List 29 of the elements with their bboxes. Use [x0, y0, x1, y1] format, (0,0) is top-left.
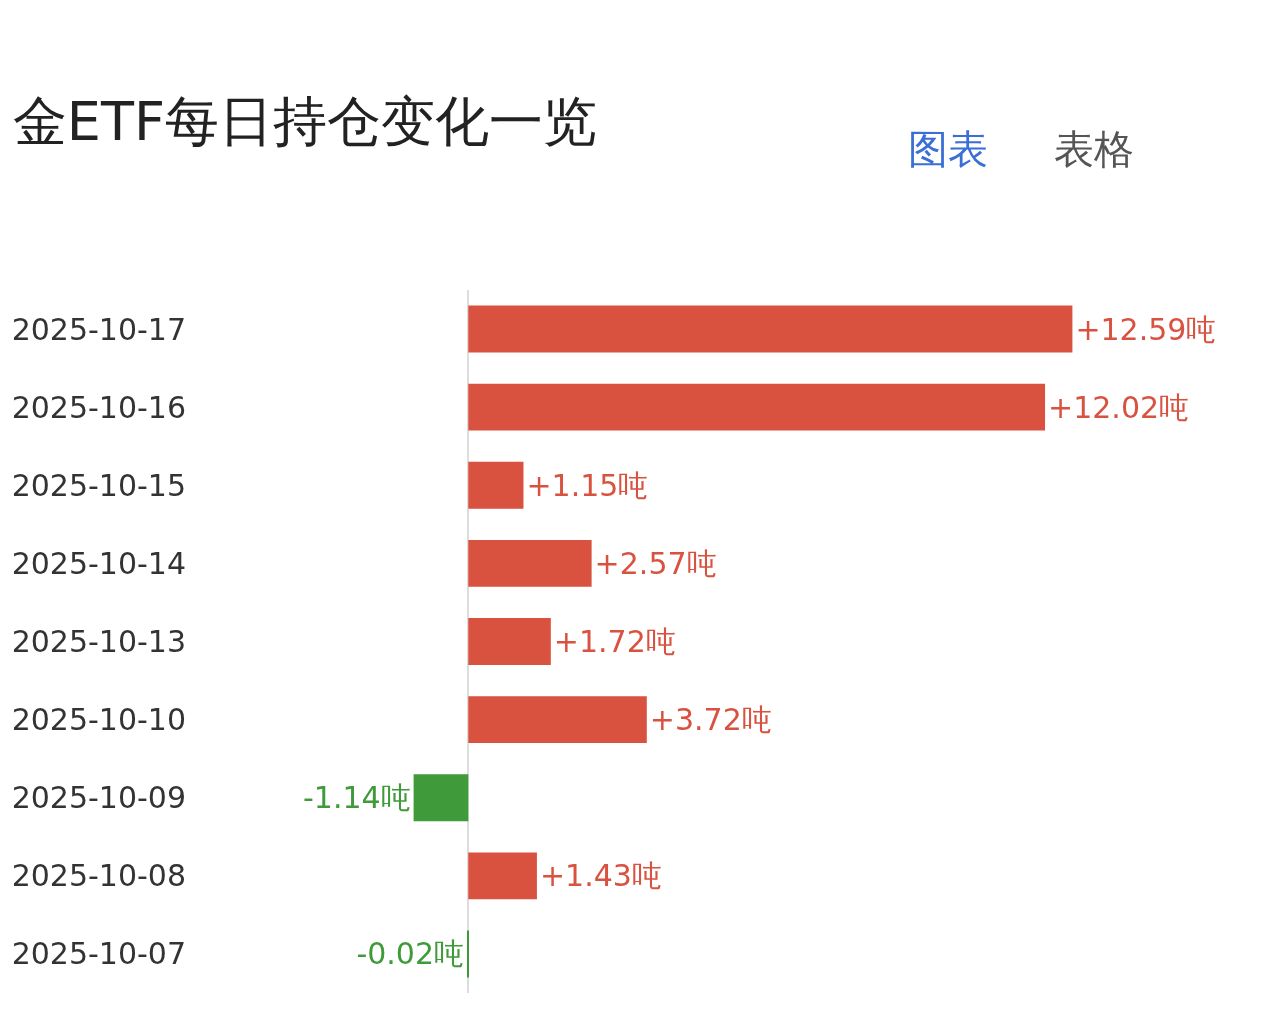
bar: [468, 383, 1046, 431]
chart-title: 金ETF每日持仓变化一览: [12, 90, 597, 154]
y-tick-label: 2025-10-09: [11, 780, 186, 816]
y-tick-label: 2025-10-13: [11, 624, 186, 659]
bar: [468, 461, 524, 509]
data-label: +1.15吨: [526, 467, 649, 503]
data-label: -0.02吨: [356, 936, 464, 972]
y-tick-label: 2025-10-14: [11, 545, 186, 581]
bar: [468, 852, 537, 900]
data-label: +1.43吨: [539, 858, 662, 894]
y-tick-label: 2025-10-15: [11, 467, 186, 503]
data-label: +1.72吨: [553, 624, 676, 659]
bar: [468, 618, 551, 665]
data-label: +12.59吨: [1075, 311, 1217, 347]
bar: [413, 774, 469, 822]
y-tick-label: 2025-10-16: [11, 389, 186, 425]
bar: [468, 305, 1073, 353]
bar: [468, 696, 647, 744]
y-tick-label: 2025-10-10: [11, 702, 186, 738]
data-label: -1.14吨: [302, 780, 411, 816]
bar: [468, 539, 592, 587]
data-label: +12.02吨: [1048, 389, 1190, 425]
text: 表格: [1054, 126, 1134, 172]
text: 图表: [908, 126, 988, 172]
y-tick-label: 2025-10-08: [11, 858, 186, 894]
y-tick-label: 2025-10-07: [11, 936, 186, 972]
data-label: +2.57吨: [594, 545, 717, 581]
y-tick-label: 2025-10-17: [11, 311, 186, 347]
data-label: +3.72吨: [649, 702, 772, 738]
